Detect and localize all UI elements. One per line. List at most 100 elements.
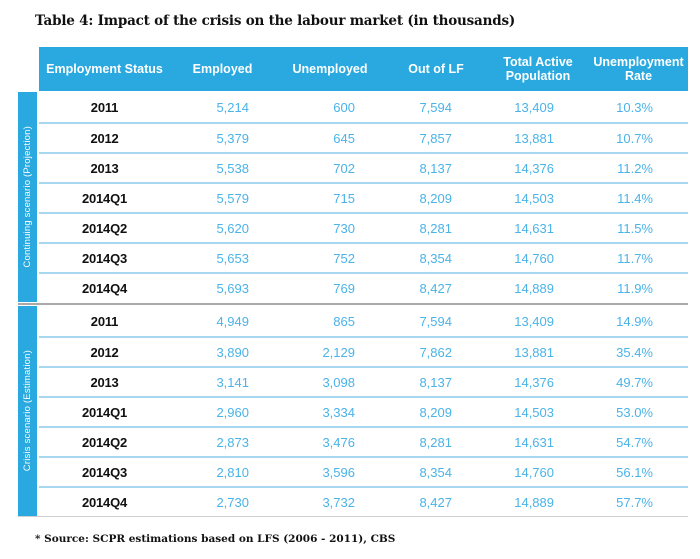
table-row: 2014Q4 5,693 769 8,427 14,889 11.9%	[39, 272, 688, 302]
employed-value: 5,620	[216, 220, 249, 236]
employed-value: 5,579	[216, 190, 249, 206]
employed-value: 3,141	[216, 374, 249, 390]
unemployment-rate-value: 11.7%	[617, 250, 653, 266]
table-row: 2014Q3 5,653 752 8,354 14,760 11.7%	[39, 242, 688, 272]
total-active-population-value: 14,889	[514, 280, 554, 296]
row-label: 2013	[90, 374, 119, 390]
employed-value: 5,538	[216, 160, 249, 176]
unemployed-value: 702	[333, 160, 355, 176]
row-label: 2011	[90, 313, 119, 329]
row-label: 2014Q3	[81, 464, 128, 480]
group-rows-continuing-scenario: 2011 5,214 600 7,594 13,409 10.3% 2012 5,379 645…	[39, 92, 688, 302]
employed-value: 5,653	[216, 250, 249, 266]
unemployed-value: 3,098	[322, 374, 355, 390]
row-label: 2014Q1	[81, 190, 128, 206]
source-footnote: * Source: SCPR estimations based on LFS …	[35, 533, 396, 545]
employed-value: 5,693	[216, 280, 249, 296]
out-of-lf-value: 8,427	[419, 494, 452, 510]
group-crisis-scenario: Crisis scenario (Estimation) 2011 4,949 86…	[18, 306, 688, 516]
employed-value: 2,810	[216, 464, 249, 480]
table-row: 2014Q4 2,730 3,732 8,427 14,889 57.7%	[39, 486, 688, 516]
table-row: 2012 3,890 2,129 7,862 13,881 35.4%	[39, 336, 688, 366]
row-label: 2013	[90, 160, 119, 176]
total-active-population-value: 14,760	[514, 250, 554, 266]
table-row: 2012 5,379 645 7,857 13,881 10.7%	[39, 122, 688, 152]
out-of-lf-value: 8,137	[419, 160, 452, 176]
unemployed-value: 865	[333, 313, 355, 329]
out-of-lf-value: 7,594	[419, 99, 452, 115]
column-header-employed: Employed	[192, 61, 253, 76]
out-of-lf-value: 8,209	[419, 190, 452, 206]
unemployed-value: 3,732	[322, 494, 355, 510]
group-label-continuing-scenario: Continuing scenario (Projection)	[18, 92, 37, 302]
table-row: 2011 4,949 865 7,594 13,409 14.9%	[39, 306, 688, 336]
unemployment-rate-value: 11.2%	[617, 160, 653, 176]
row-label: 2012	[90, 130, 119, 146]
total-active-population-value: 13,881	[514, 130, 554, 146]
employed-value: 2,960	[216, 404, 249, 420]
total-active-population-value: 14,503	[514, 404, 554, 420]
row-label: 2014Q2	[81, 220, 128, 236]
employed-value: 2,873	[216, 434, 249, 450]
column-header-unemployed: Unemployed	[292, 61, 368, 76]
out-of-lf-value: 8,209	[419, 404, 452, 420]
unemployed-value: 3,596	[322, 464, 355, 480]
total-active-population-value: 14,376	[514, 374, 554, 390]
group-label-text: Crisis scenario (Estimation)	[22, 350, 33, 472]
out-of-lf-value: 7,594	[419, 313, 452, 329]
employed-value: 3,890	[216, 344, 249, 360]
out-of-lf-value: 8,427	[419, 280, 452, 296]
unemployed-value: 3,476	[322, 434, 355, 450]
unemployment-rate-value: 56.1%	[616, 464, 653, 480]
group-rows-crisis-scenario: 2011 4,949 865 7,594 13,409 14.9% 2012 3,890 2,1…	[39, 306, 688, 516]
unemployed-value: 715	[333, 190, 355, 206]
out-of-lf-value: 8,354	[419, 250, 452, 266]
unemployment-rate-value: 11.9%	[617, 280, 653, 296]
row-label: 2014Q4	[81, 280, 128, 296]
unemployed-value: 3,334	[322, 404, 355, 420]
unemployment-rate-value: 11.5%	[617, 220, 653, 236]
group-label-text: Continuing scenario (Projection)	[22, 126, 33, 268]
out-of-lf-value: 8,137	[419, 374, 452, 390]
table-row: 2011 5,214 600 7,594 13,409 10.3%	[39, 92, 688, 122]
unemployment-rate-value: 10.7%	[616, 130, 653, 146]
out-of-lf-value: 8,281	[419, 434, 452, 450]
column-header-total-active-population: Total Active Population	[503, 54, 573, 83]
out-of-lf-value: 8,354	[419, 464, 452, 480]
table-row: 2013 3,141 3,098 8,137 14,376 49.7%	[39, 366, 688, 396]
group-divider-line	[18, 303, 688, 305]
unemployment-rate-value: 49.7%	[616, 374, 653, 390]
table-row: 2014Q2 2,873 3,476 8,281 14,631 54.7%	[39, 426, 688, 456]
row-label: 2014Q1	[81, 404, 128, 420]
total-active-population-value: 14,760	[514, 464, 554, 480]
unemployed-value: 769	[333, 280, 355, 296]
row-label: 2014Q4	[81, 494, 128, 510]
total-active-population-value: 13,409	[514, 99, 554, 115]
employed-value: 5,214	[216, 99, 249, 115]
column-header-out-of-lf: Out of LF	[408, 61, 464, 76]
table-row: 2014Q1 2,960 3,334 8,209 14,503 53.0%	[39, 396, 688, 426]
table-row: 2014Q1 5,579 715 8,209 14,503 11.4%	[39, 182, 688, 212]
unemployment-rate-value: 10.3%	[616, 99, 653, 115]
unemployment-rate-value: 11.4%	[617, 190, 653, 206]
unemployment-rate-value: 53.0%	[616, 404, 653, 420]
total-active-population-value: 14,503	[514, 190, 554, 206]
unemployed-value: 730	[333, 220, 355, 236]
table-row: 2013 5,538 702 8,137 14,376 11.2%	[39, 152, 688, 182]
total-active-population-value: 14,376	[514, 160, 554, 176]
unemployed-value: 600	[333, 99, 355, 115]
column-header-employment-status: Employment Status	[46, 61, 163, 76]
total-active-population-value: 14,631	[514, 434, 554, 450]
total-active-population-value: 14,889	[514, 494, 554, 510]
employed-value: 5,379	[216, 130, 249, 146]
out-of-lf-value: 7,857	[419, 130, 452, 146]
unemployment-rate-value: 57.7%	[616, 494, 653, 510]
row-label: 2014Q3	[81, 250, 128, 266]
employed-value: 2,730	[216, 494, 249, 510]
table-row: 2014Q2 5,620 730 8,281 14,631 11.5%	[39, 212, 688, 242]
table-title: Table 4: Impact of the crisis on the lab…	[35, 13, 516, 29]
table-header-row: Employment Status Employed Unemployed Ou…	[39, 47, 688, 91]
total-active-population-value: 14,631	[514, 220, 554, 236]
labour-market-table: Employment Status Employed Unemployed Ou…	[18, 47, 688, 517]
unemployed-value: 2,129	[322, 344, 355, 360]
